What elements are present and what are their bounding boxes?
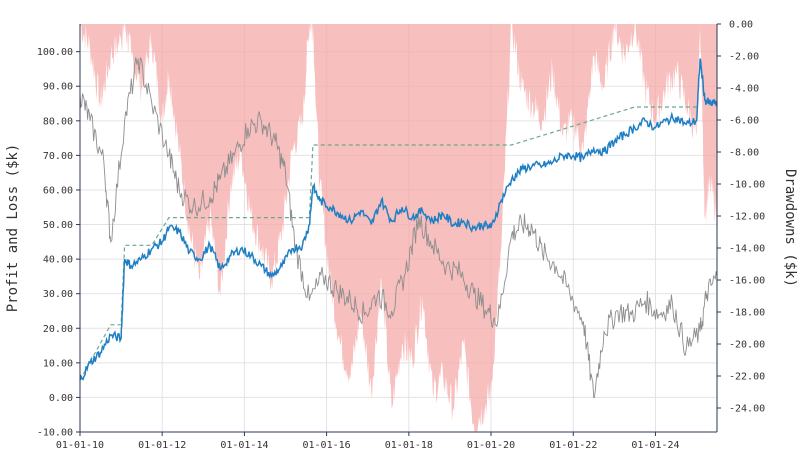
x-tick-label: 01-01-24: [631, 440, 679, 451]
right-tick-label: -24.00: [729, 404, 765, 415]
x-tick-label: 01-01-22: [549, 440, 597, 451]
left-tick-label: 20.00: [43, 324, 73, 335]
right-tick-labels: 0.00 -2.00 -4.00 -6.00 -8.00 -10.00 -12.00 -14.…: [717, 20, 765, 415]
right-tick-label: -2.00: [729, 52, 759, 63]
left-tick-label: 0.00: [49, 393, 73, 404]
high-water-mark-line: [79, 106, 697, 381]
left-tick-label: 50.00: [43, 220, 73, 231]
drawdown-area: [80, 24, 717, 433]
reference-line-layer: [79, 57, 718, 398]
left-axis-title: Profit and Loss ($k): [5, 144, 21, 313]
left-tick-label: -10.00: [37, 428, 73, 439]
right-tick-label: -6.00: [729, 116, 759, 127]
left-tick-label: 80.00: [43, 116, 73, 127]
x-tick-label: 01-01-18: [385, 440, 433, 451]
left-tick-label: 10.00: [43, 358, 73, 369]
right-tick-label: -20.00: [729, 340, 765, 351]
high-water-mark-layer: [79, 106, 697, 381]
x-tick-labels: 01-01-10 01-01-12 01-01-14 01-01-16 01-01-18…: [56, 432, 680, 451]
x-tick-label: 01-01-20: [467, 440, 515, 451]
right-tick-label: -16.00: [729, 276, 765, 287]
right-axis-title: Drawdowns ($k): [782, 169, 798, 287]
right-tick-label: 0.00: [729, 20, 753, 31]
x-tick-label: 01-01-14: [220, 440, 268, 451]
right-tick-label: -22.00: [729, 372, 765, 383]
right-tick-label: -12.00: [729, 212, 765, 223]
right-tick-label: -10.00: [729, 180, 765, 191]
x-tick-label: 01-01-10: [56, 440, 104, 451]
left-tick-label: 70.00: [43, 151, 73, 162]
left-tick-label: 40.00: [43, 255, 73, 266]
x-tick-label: 01-01-12: [138, 440, 186, 451]
right-tick-label: -8.00: [729, 148, 759, 159]
left-tick-label: 30.00: [43, 289, 73, 300]
x-tick-label: 01-01-16: [302, 440, 350, 451]
left-tick-label: 60.00: [43, 185, 73, 196]
reference-line: [79, 57, 718, 398]
left-tick-labels: -10.00 0.00 10.00 20.00 30.00 40.00 50.00 60.00…: [37, 47, 80, 439]
axes: [79, 24, 718, 433]
pnl-line: [79, 58, 718, 381]
right-tick-label: -4.00: [729, 84, 759, 95]
drawdown-area-layer: [80, 24, 717, 433]
right-tick-label: -18.00: [729, 308, 765, 319]
pnl-line-layer: [79, 58, 718, 381]
left-tick-label: 100.00: [37, 47, 73, 58]
right-tick-label: -14.00: [729, 244, 765, 255]
left-tick-label: 90.00: [43, 82, 73, 93]
